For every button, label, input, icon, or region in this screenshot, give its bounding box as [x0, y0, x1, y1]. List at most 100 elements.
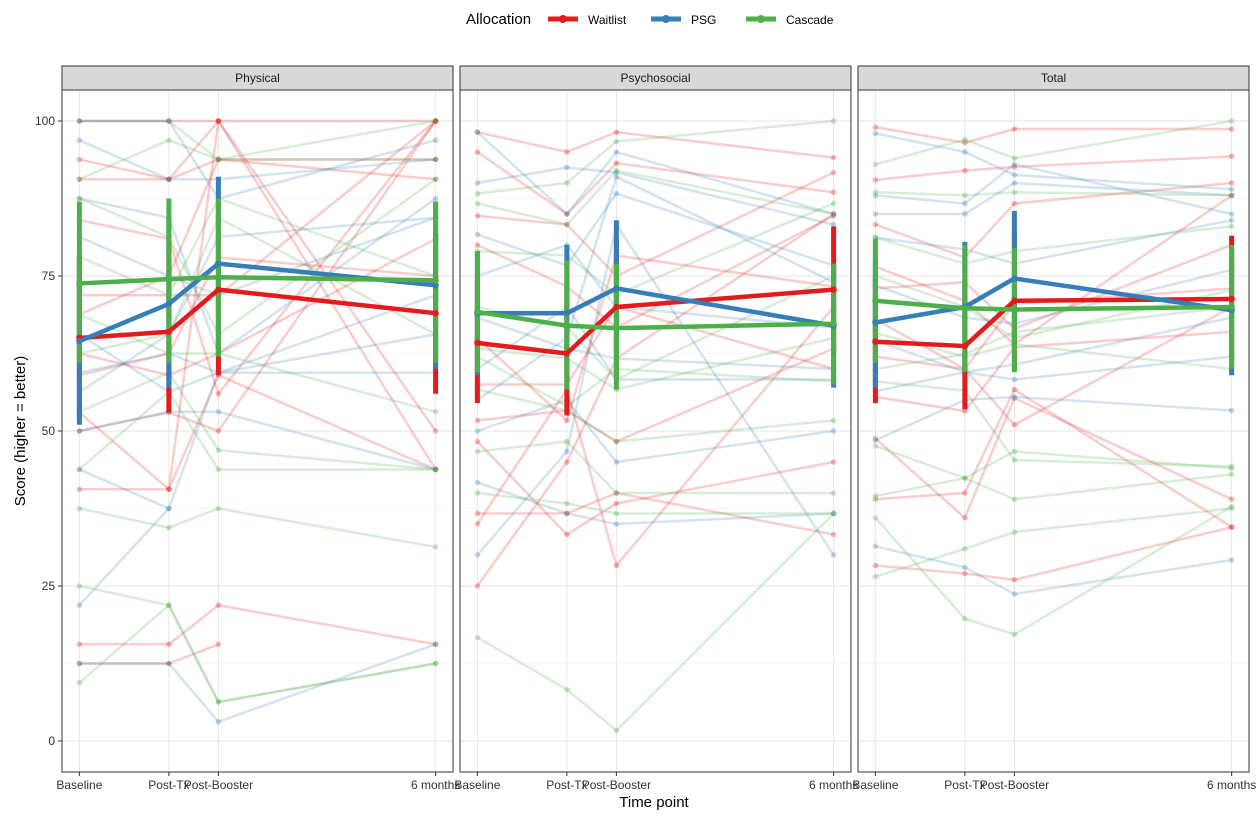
individual-line-psg	[875, 218, 1232, 265]
mean-point-waitlist	[830, 286, 837, 293]
individual-point-waitlist	[166, 118, 172, 124]
panel-border	[459, 89, 852, 773]
individual-point-waitlist	[215, 428, 222, 434]
mean-point-psg	[76, 337, 83, 345]
individual-line-waitlist	[79, 643, 219, 665]
individual-line-waitlist	[875, 525, 1232, 582]
individual-point-cascade	[613, 438, 620, 445]
individual-line-psg	[79, 410, 436, 471]
individual-point-waitlist	[613, 490, 620, 496]
individual-point-cascade	[962, 192, 968, 199]
individual-point-cascade	[1011, 631, 1018, 638]
individual-point-psg	[76, 660, 83, 667]
individual-point-cascade	[215, 447, 222, 454]
individual-line-cascade	[78, 138, 436, 181]
individual-point-psg	[76, 137, 83, 144]
x-tick-label: 6 months	[1207, 778, 1256, 792]
facet-strip	[857, 65, 1250, 91]
x-tick-label: Post-Booster	[582, 778, 651, 792]
legend: Allocation Waitlist PSG Cascade	[466, 11, 834, 28]
y-tick-label: 25	[42, 579, 56, 593]
mean-point-cascade	[961, 305, 969, 312]
individual-point-waitlist	[1011, 395, 1018, 401]
individual-point-waitlist	[1011, 200, 1018, 207]
individual-point-waitlist	[432, 176, 439, 183]
individual-point-cascade	[76, 505, 83, 512]
individual-point-cascade	[76, 195, 83, 202]
individual-point-cascade	[564, 180, 570, 186]
individual-point-waitlist	[76, 118, 83, 124]
individual-point-cascade	[872, 493, 879, 499]
individual-point-waitlist	[432, 118, 439, 124]
individual-point-cascade	[215, 699, 222, 705]
mean-point-cascade	[563, 322, 571, 329]
individual-point-psg	[1011, 591, 1018, 597]
individual-point-waitlist	[1011, 386, 1018, 393]
individual-point-cascade	[474, 190, 481, 197]
mean-point-waitlist	[613, 303, 620, 311]
individual-point-psg	[564, 164, 570, 171]
individual-point-waitlist	[76, 641, 83, 648]
individual-point-cascade	[962, 136, 968, 143]
individual-point-cascade	[432, 544, 439, 550]
individual-point-waitlist	[76, 660, 83, 667]
individual-point-psg	[474, 231, 481, 238]
individual-line-psg	[875, 355, 1232, 393]
individual-point-psg	[830, 510, 837, 517]
individual-point-cascade	[872, 443, 879, 449]
individual-point-psg	[613, 174, 620, 180]
individual-point-cascade	[474, 200, 481, 207]
mean-point-waitlist	[474, 339, 481, 347]
individual-point-cascade	[474, 448, 481, 455]
individual-line-cascade	[875, 305, 1232, 371]
individual-point-psg	[613, 459, 620, 465]
mean-point-cascade	[215, 274, 222, 281]
mean-point-waitlist	[1228, 295, 1235, 303]
individual-line-cascade	[79, 119, 436, 161]
individual-line-waitlist	[476, 214, 835, 329]
x-tick-label: 6 months	[809, 778, 858, 792]
individual-point-cascade	[1011, 448, 1018, 455]
individual-line-psg	[78, 139, 436, 181]
individual-point-waitlist	[166, 176, 172, 183]
individual-point-cascade	[962, 475, 968, 481]
individual-line-psg	[78, 294, 437, 394]
individual-point-waitlist	[962, 408, 968, 414]
legend-key-point	[559, 15, 567, 23]
individual-point-waitlist	[432, 466, 439, 473]
individual-line-waitlist	[79, 158, 436, 181]
individual-line-waitlist	[875, 330, 1232, 413]
individual-line-cascade	[477, 119, 834, 195]
individual-line-psg	[875, 181, 1232, 216]
individual-point-waitlist	[215, 118, 222, 124]
individual-point-psg	[76, 428, 83, 434]
mean-point-psg	[1011, 275, 1018, 282]
individual-point-cascade	[166, 118, 172, 124]
mean-line-psg	[874, 276, 1232, 325]
individual-point-waitlist	[1228, 496, 1235, 503]
x-tick-label: Baseline	[56, 778, 102, 792]
individual-point-waitlist	[215, 602, 222, 609]
individual-point-waitlist	[1228, 180, 1235, 186]
individual-line-cascade	[875, 119, 1232, 166]
individual-line-waitlist	[476, 150, 834, 216]
individual-point-waitlist	[1228, 126, 1235, 132]
mean-point-cascade	[165, 275, 173, 283]
facet-strip-label: Total	[1041, 71, 1066, 85]
individual-line-waitlist	[875, 125, 1232, 144]
individual-point-psg	[962, 149, 968, 155]
individual-point-cascade	[215, 466, 222, 473]
individual-line-psg	[874, 316, 1232, 374]
individual-point-psg	[613, 521, 620, 527]
individual-line-waitlist	[79, 120, 437, 297]
individual-point-psg	[1011, 376, 1018, 383]
individual-point-waitlist	[166, 660, 172, 667]
individual-point-cascade	[215, 156, 222, 163]
mean-point-psg	[432, 282, 439, 289]
individual-point-cascade	[474, 490, 481, 496]
individual-point-cascade	[432, 660, 439, 667]
individual-point-waitlist	[872, 177, 879, 183]
individual-line-psg	[476, 316, 834, 371]
